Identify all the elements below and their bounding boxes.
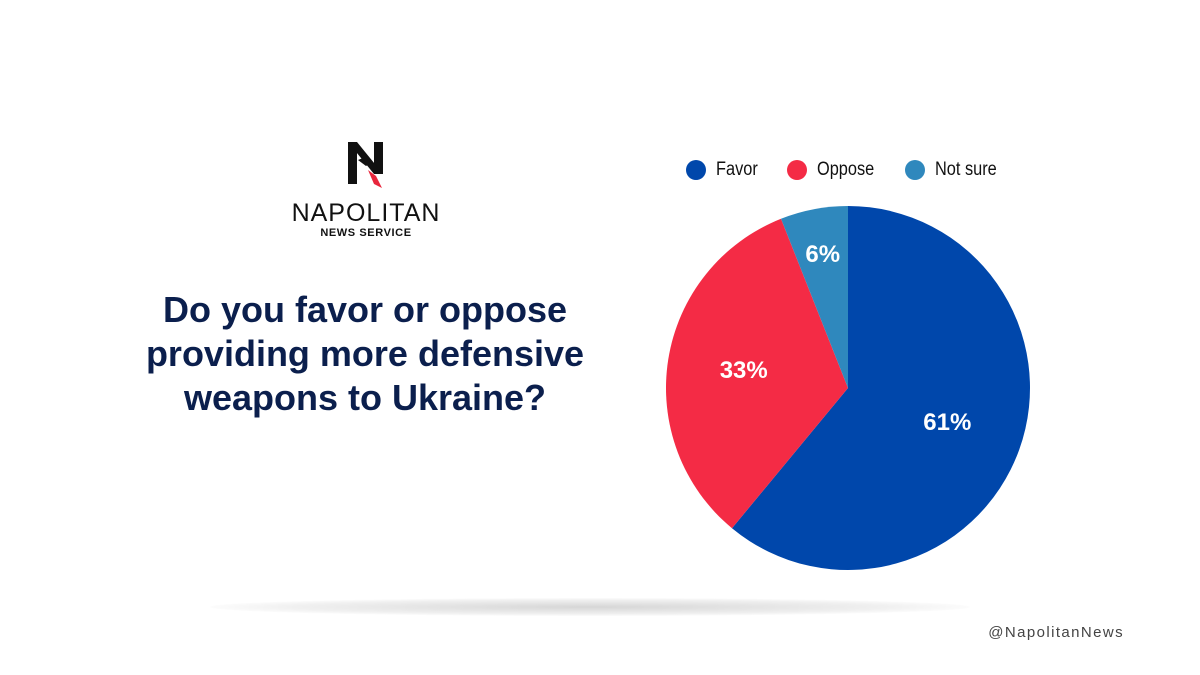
pie-slice-oppose [666,218,848,529]
legend-item-oppose: Oppose [786,159,884,181]
legend-swatch [786,160,807,180]
chart-title: Do you favor or oppose providing more de… [145,289,585,418]
social-handle: @NapolitanNews [988,624,1124,641]
data-label-oppose: 33% [720,357,768,384]
legend-item-not-sure: Not sure [905,159,1007,181]
legend-label: Not sure [935,159,997,180]
legend-swatch [686,160,706,180]
data-label-favor: 61% [923,409,971,436]
card-shadow [210,598,970,616]
pie-chart: 61% 33% 6% [666,206,1030,570]
pie-slice-not-sure [781,206,848,388]
legend-swatch [905,160,926,180]
napolitan-n-logo-icon [348,142,383,188]
chart-legend: Favor Oppose Not sure [686,156,1029,184]
data-label-not-sure: 6% [805,241,840,268]
pie-slice-favor [731,206,1030,570]
brand-name: NAPOLITAN [291,199,441,227]
brand-logo: NAPOLITAN NEWS SERVICE [288,138,444,239]
brand-subtitle: NEWS SERVICE [320,227,412,239]
legend-label: Favor [716,159,758,180]
legend-item-favor: Favor [686,159,765,181]
legend-label: Oppose [816,159,874,180]
